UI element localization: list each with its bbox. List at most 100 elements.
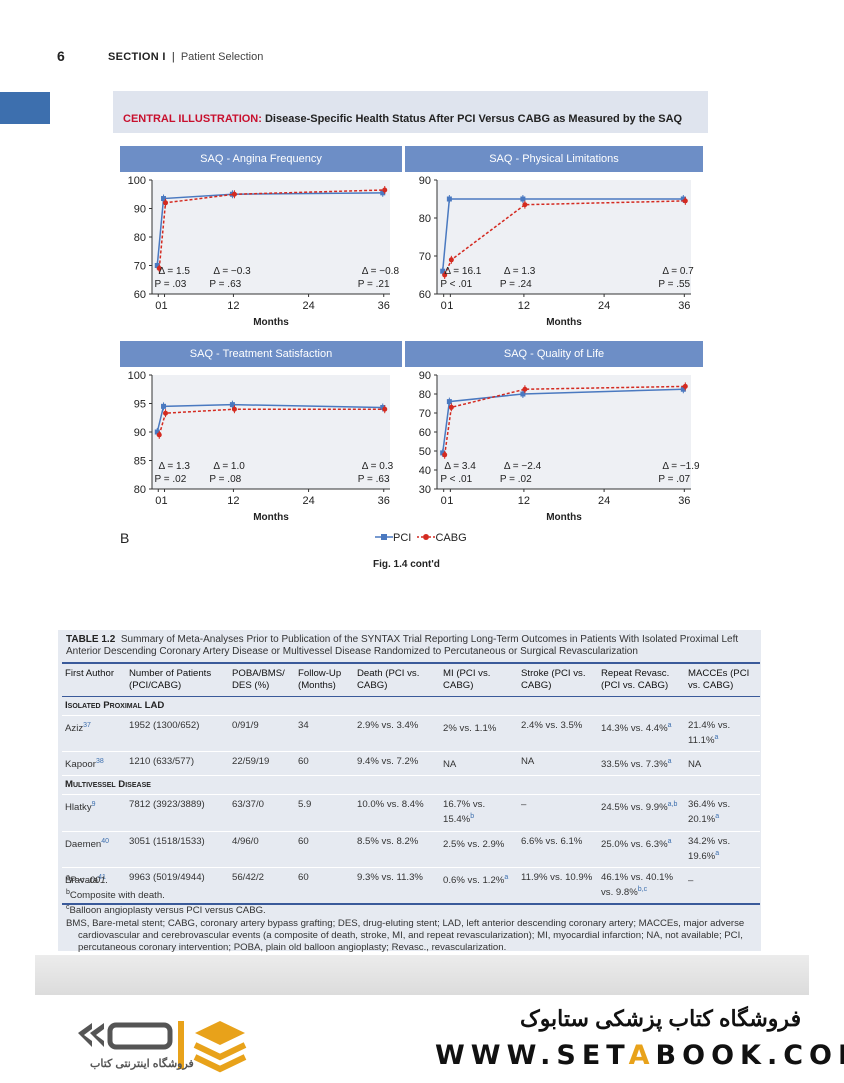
delta-annotation: Δ = 1.3 [159, 461, 191, 472]
table-cell: 8.5% vs. 8.2% [354, 831, 440, 868]
data-point-pci [154, 263, 160, 268]
table-cell: 36.4% vs. 20.1%a [685, 794, 760, 832]
data-point-cabg [156, 432, 162, 438]
chart-angina: SAQ - Angina Frequency 60 70 80 90 100 0 1 12 24… [120, 146, 402, 338]
chart-treatment: SAQ - Treatment Satisfaction 80 85 90 95 100… [120, 341, 402, 533]
p-value-annotation: P = .02 [155, 474, 187, 485]
table-cell: Kapoor38 [62, 751, 126, 777]
y-tick-label: 80 [134, 484, 146, 496]
table-cell: 9.3% vs. 11.3% [354, 867, 440, 905]
data-point-pci [161, 403, 167, 409]
table-row: Hlatky9 7812 (3923/3889) 63/37/0 5.9 10.0% v… [62, 794, 760, 832]
p-value-annotation: P = .21 [358, 279, 390, 290]
table-cell: 60 [295, 867, 354, 905]
col-header: Stroke (PCI vs. CABG) [518, 662, 598, 697]
x-tick-label: 12 [227, 495, 239, 507]
chart-title: SAQ - Angina Frequency [120, 146, 402, 172]
data-point-cabg [231, 406, 237, 412]
table-cell: 6.6% vs. 6.1% [518, 831, 598, 868]
y-tick-label: 60 [419, 289, 431, 301]
figure-title: CENTRAL ILLUSTRATION: Disease-Specific H… [123, 113, 683, 125]
figure-title-box [113, 91, 708, 133]
data-point-cabg [163, 410, 169, 416]
p-value-annotation: P = .63 [358, 474, 390, 485]
chart-title: SAQ - Physical Limitations [405, 146, 703, 172]
footnote-abbrev: BMS, Bare-metal stent; CABG, coronary ar… [66, 917, 745, 953]
y-tick-label: 40 [419, 465, 431, 477]
x-tick-label: 0 [155, 495, 161, 507]
y-tick-label: 30 [419, 484, 431, 496]
table-cell: 56/42/2 [229, 867, 295, 905]
x-tick-label: 12 [518, 495, 530, 507]
x-tick-label: 24 [302, 495, 314, 507]
data-point-pci [440, 268, 446, 274]
col-header: POBA/BMS/ DES (%) [229, 662, 295, 697]
table-row: Aziz37 1952 (1300/652) 0/91/9 34 2.9% vs. 3.… [62, 715, 760, 753]
store-url[interactable]: WWW.SETABOOK.COM [435, 1040, 844, 1071]
y-tick-label: 90 [419, 370, 431, 382]
table-row: Daemen40 3051 (1518/1533) 4/96/0 60 8.5% vs.… [62, 831, 760, 868]
delta-annotation: Δ = 16.1 [444, 266, 481, 277]
y-tick-label: 90 [419, 175, 431, 187]
series-line-cabg [443, 385, 686, 455]
table-cell: 2.5% vs. 2.9% [440, 831, 518, 868]
chart-svg: 80 85 90 95 100 0 1 12 24 36 Months Δ = 1.3 P = .02 Δ… [128, 370, 394, 523]
x-tick-label: 0 [441, 495, 447, 507]
table-cell: NA [440, 751, 518, 777]
chart-svg: 60 70 80 90 0 1 12 24 36 Months Δ = 16.1 P < .01 Δ =… [419, 175, 694, 328]
table-cell: 25.0% vs. 6.3%a [598, 831, 685, 868]
x-tick-label: 24 [598, 495, 610, 507]
delta-annotation: Δ = −2.4 [504, 461, 542, 472]
x-tick-label: 36 [678, 300, 690, 312]
table-cell: 2% vs. 1.1% [440, 715, 518, 753]
y-tick-label: 60 [419, 427, 431, 439]
x-tick-label: 0 [155, 300, 161, 312]
p-value-annotation: P = .02 [500, 474, 532, 485]
legend-cabg: CABG [435, 532, 467, 544]
table-cell: 3051 (1518/1533) [126, 831, 229, 868]
data-point-cabg [163, 200, 169, 206]
table-cell: NA [518, 751, 598, 777]
table-row: Bravata41 9963 (5019/4944) 56/42/2 60 9.3% v… [62, 867, 760, 905]
data-point-cabg [522, 202, 528, 208]
group-label: Multivessel Disease [62, 775, 760, 796]
table-cell: 60 [295, 751, 354, 777]
meta-analysis-table: First Author Number of Patients (PCI/CAB… [62, 662, 760, 905]
table-group-row: Multivessel Disease [62, 775, 760, 796]
x-tick-label: 0 [441, 300, 447, 312]
table-cell: 2.9% vs. 3.4% [354, 715, 440, 753]
table-cell: NA [685, 751, 760, 777]
plot-area [437, 375, 691, 489]
data-point-cabg [156, 265, 162, 271]
col-header: Death (PCI vs. CABG) [354, 662, 440, 697]
series-line-pci [156, 403, 383, 433]
p-value-annotation: P = .55 [658, 279, 690, 290]
x-axis-label: Months [253, 317, 289, 328]
table-cell: 9963 (5019/4944) [126, 867, 229, 905]
pci-legend-icon [375, 534, 393, 540]
col-header: MI (PCI vs. CABG) [440, 662, 518, 697]
table-cell: 22/59/19 [229, 751, 295, 777]
table-cell: 7812 (3923/3889) [126, 794, 229, 832]
y-tick-label: 90 [134, 427, 146, 439]
delta-annotation: Δ = 0.3 [362, 461, 394, 472]
data-point-cabg [231, 191, 237, 197]
x-axis-label: Months [546, 512, 582, 523]
delta-annotation: Δ = 0.7 [662, 266, 694, 277]
data-point-pci [229, 402, 235, 408]
table-cell: 46.1% vs. 40.1% vs. 9.8%b,c [598, 867, 685, 905]
x-tick-label: 24 [598, 300, 610, 312]
footnote-a: aP < .001. [66, 874, 109, 887]
cabg-legend-icon [417, 534, 436, 540]
table-cell: 5.9 [295, 794, 354, 832]
footnote-b: bComposite with death. [66, 889, 165, 902]
chart-svg: 60 70 80 90 100 0 1 12 24 36 Months Δ = 1.5 P = .03 Δ… [128, 175, 400, 328]
delta-annotation: Δ = −1.9 [662, 461, 700, 472]
table-cell: 63/37/0 [229, 794, 295, 832]
table-cell: 60 [295, 831, 354, 868]
x-tick-label: 24 [302, 300, 314, 312]
table-cell: 34 [295, 715, 354, 753]
table-caption: TABLE 1.2 Summary of Meta-Analyses Prior… [66, 634, 739, 657]
delta-annotation: Δ = −0.3 [213, 266, 251, 277]
y-tick-label: 80 [134, 232, 146, 244]
